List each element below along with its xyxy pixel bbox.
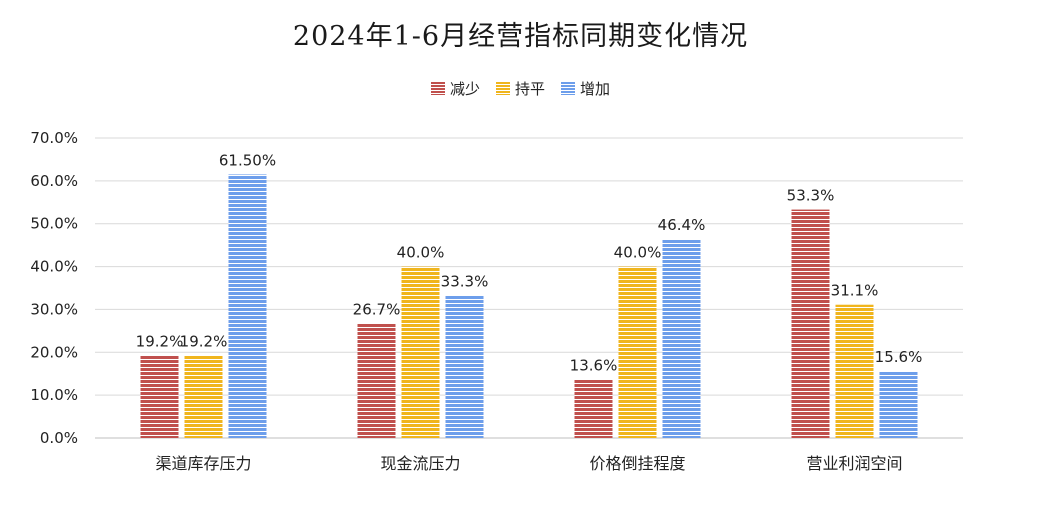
bar (184, 355, 223, 438)
legend-label: 减少 (449, 80, 480, 98)
bar (879, 371, 918, 438)
bar (228, 174, 267, 438)
data-label: 40.0% (614, 244, 662, 262)
y-tick-label: 60.0% (30, 172, 78, 190)
data-label: 26.7% (353, 301, 401, 319)
y-tick-label: 0.0% (40, 429, 78, 447)
data-label: 13.6% (570, 357, 618, 375)
x-category-label: 价格倒挂程度 (589, 454, 685, 473)
data-label: 19.2% (180, 333, 228, 351)
chart-title: 2024年1-6月经营指标同期变化情况 (292, 21, 749, 52)
legend-item: 持平 (495, 78, 545, 99)
data-label: 46.4% (658, 216, 706, 234)
legend-label: 持平 (514, 80, 545, 98)
data-label: 15.6% (875, 348, 923, 366)
bar (835, 304, 874, 438)
y-tick-label: 30.0% (30, 300, 78, 318)
y-tick-label: 10.0% (30, 386, 78, 404)
y-tick-label: 70.0% (30, 129, 78, 147)
bar (574, 379, 613, 438)
data-label: 61.50% (219, 151, 276, 169)
legend: 减少 持平 增加 (0, 78, 1041, 99)
bar (140, 355, 179, 438)
data-label: 19.2% (136, 333, 184, 351)
legend-item: 减少 (430, 78, 480, 99)
data-label: 53.3% (787, 187, 835, 205)
y-tick-label: 20.0% (30, 343, 78, 361)
bar (662, 239, 701, 438)
data-label: 33.3% (441, 272, 489, 290)
legend-swatch (430, 82, 445, 95)
data-label: 40.0% (397, 244, 445, 262)
bar (445, 295, 484, 438)
x-category-label: 营业利润空间 (806, 454, 902, 473)
x-category-label: 渠道库存压力 (155, 454, 251, 473)
legend-swatch (561, 82, 575, 95)
bar (791, 209, 830, 438)
bar (357, 323, 396, 438)
legend-swatch (495, 82, 510, 95)
bar (401, 266, 440, 438)
bar (618, 266, 657, 438)
legend-label: 增加 (580, 80, 611, 98)
y-tick-label: 50.0% (30, 215, 78, 233)
x-category-label: 现金流压力 (380, 454, 460, 473)
legend-item: 增加 (561, 78, 610, 99)
y-tick-label: 40.0% (30, 258, 78, 276)
data-label: 31.1% (831, 282, 879, 300)
